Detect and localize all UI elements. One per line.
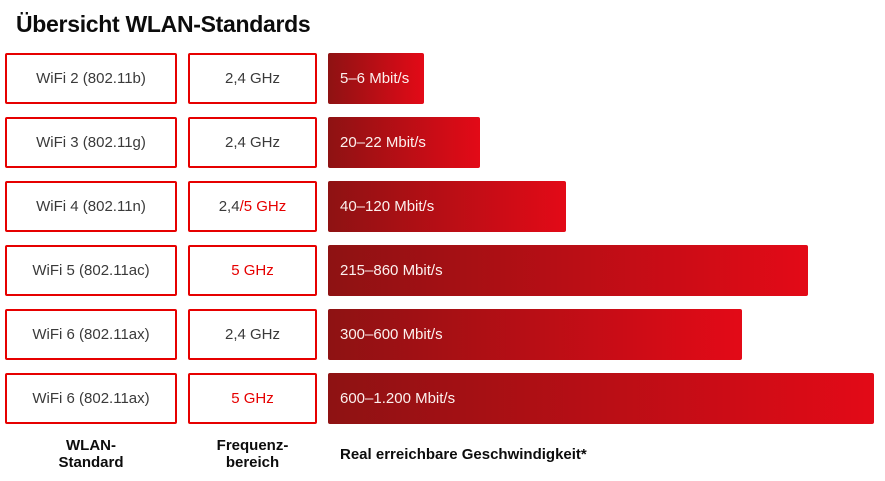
wlan-standard-box: WiFi 5 (802.11ac) [5, 245, 177, 296]
frequency-box: 2,4 GHz [188, 309, 317, 360]
frequency-label: 2,4 [218, 198, 240, 215]
speed-label: 5–6 Mbit/s [340, 70, 410, 87]
table-row: WiFi 5 (802.11ac) 5 GHz 215–860 Mbit/s [5, 245, 885, 296]
speed-bar: 300–600 Mbit/s [328, 309, 742, 360]
frequency-column-label-line1: Frequenz- [216, 437, 289, 454]
wlan-standard-label: WiFi 5 (802.11ac) [32, 262, 150, 279]
frequency-label: 2,4 GHz [224, 70, 281, 87]
table-row: WiFi 6 (802.11ax) 2,4 GHz 300–600 Mbit/s [5, 309, 885, 360]
speed-bar: 5–6 Mbit/s [328, 53, 425, 104]
speed-label: 600–1.200 Mbit/s [340, 390, 456, 407]
speed-label: 300–600 Mbit/s [340, 326, 443, 343]
frequency-box: 2,4 GHz [188, 53, 317, 104]
speed-label: 20–22 Mbit/s [340, 134, 426, 151]
table-row: WiFi 3 (802.11g) 2,4 GHz 20–22 Mbit/s [5, 117, 885, 168]
speed-bar-area: 600–1.200 Mbit/s [328, 373, 874, 424]
wlan-standard-label: WiFi 2 (802.11b) [36, 70, 146, 87]
wlan-standard-label: WiFi 6 (802.11ax) [32, 326, 150, 343]
speed-bar-area: 300–600 Mbit/s [328, 309, 874, 360]
speed-bar: 215–860 Mbit/s [328, 245, 808, 296]
wlan-standard-label: WiFi 4 (802.11n) [36, 198, 146, 215]
frequency-column-label: Frequenz- bereich [188, 437, 317, 471]
wlan-standard-column-label: WLAN- Standard [5, 437, 177, 471]
speed-bar-area: 20–22 Mbit/s [328, 117, 874, 168]
frequency-label: /5 GHz [239, 198, 287, 215]
frequency-label: 2,4 GHz [224, 326, 281, 343]
wlan-standard-column-label-line2: Standard [58, 454, 124, 471]
frequency-box: 2,4 GHz [188, 117, 317, 168]
speed-bar: 600–1.200 Mbit/s [328, 373, 874, 424]
speed-bar-area: 40–120 Mbit/s [328, 181, 874, 232]
speed-bar: 40–120 Mbit/s [328, 181, 567, 232]
page-title: Übersicht WLAN-Standards [16, 11, 311, 37]
frequency-box: 2,4/5 GHz [188, 181, 317, 232]
speed-label: 40–120 Mbit/s [340, 198, 435, 215]
wlan-standard-box: WiFi 4 (802.11n) [5, 181, 177, 232]
table-row: WiFi 6 (802.11ax) 5 GHz 600–1.200 Mbit/s [5, 373, 885, 424]
frequency-box: 5 GHz [188, 373, 317, 424]
speed-column-label: Real erreichbare Geschwindigkeit* [340, 445, 587, 463]
wlan-standard-column-label-line1: WLAN- [66, 437, 116, 454]
wlan-standard-label: WiFi 3 (802.11g) [36, 134, 146, 151]
frequency-label: 5 GHz [231, 262, 274, 279]
speed-bar-area: 5–6 Mbit/s [328, 53, 874, 104]
speed-bar: 20–22 Mbit/s [328, 117, 480, 168]
wlan-standard-box: WiFi 6 (802.11ax) [5, 373, 177, 424]
wlan-standard-label: WiFi 6 (802.11ax) [32, 390, 150, 407]
wlan-standard-box: WiFi 2 (802.11b) [5, 53, 177, 104]
frequency-column-label-line2: bereich [225, 454, 280, 471]
wlan-standard-box: WiFi 3 (802.11g) [5, 117, 177, 168]
table-row: WiFi 4 (802.11n) 2,4/5 GHz 40–120 Mbit/s [5, 181, 885, 232]
frequency-box: 5 GHz [188, 245, 317, 296]
comparison-table: WiFi 2 (802.11b) 2,4 GHz 5–6 Mbit/s WiFi 3 … [5, 53, 885, 424]
speed-label: 215–860 Mbit/s [340, 262, 443, 279]
frequency-label: 2,4 GHz [224, 134, 281, 151]
frequency-label: 5 GHz [231, 390, 274, 407]
wlan-standards-infographic: Übersicht WLAN-Standards WiFi 2 (802.11b… [0, 10, 885, 481]
table-row: WiFi 2 (802.11b) 2,4 GHz 5–6 Mbit/s [5, 53, 885, 104]
column-labels: WLAN- Standard Frequenz- bereich Real er… [5, 437, 885, 471]
speed-bar-area: 215–860 Mbit/s [328, 245, 874, 296]
wlan-standard-box: WiFi 6 (802.11ax) [5, 309, 177, 360]
